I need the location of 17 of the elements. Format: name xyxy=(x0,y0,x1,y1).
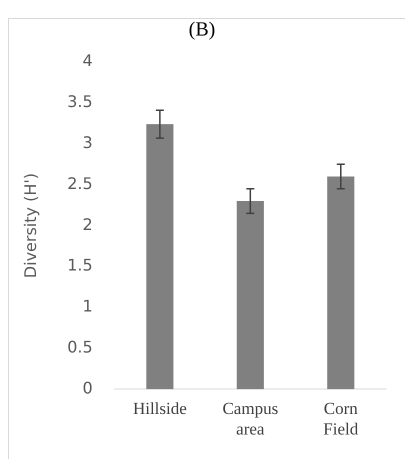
bar xyxy=(236,201,264,390)
x-tick-label: Corn Field xyxy=(323,398,359,438)
y-tick-label: 0 xyxy=(82,378,93,398)
x-tick-label: Campus area xyxy=(222,398,278,438)
y-tick-label: 1 xyxy=(82,296,93,316)
chart-title: (B) xyxy=(188,18,216,40)
y-tick-label: 4 xyxy=(82,51,93,70)
bar xyxy=(146,124,174,390)
y-axis-title: Diversity (H') xyxy=(20,173,40,278)
y-tick-label: 2 xyxy=(82,214,93,234)
y-tick-label: 1.5 xyxy=(67,256,93,275)
y-tick-label: 2.5 xyxy=(67,174,93,193)
bar xyxy=(327,176,354,390)
x-tick-label: Hillside xyxy=(132,398,187,418)
y-tick-label: 3 xyxy=(82,132,93,152)
y-tick-label: 3.5 xyxy=(67,92,93,112)
y-tick-label: 0.5 xyxy=(67,337,93,356)
